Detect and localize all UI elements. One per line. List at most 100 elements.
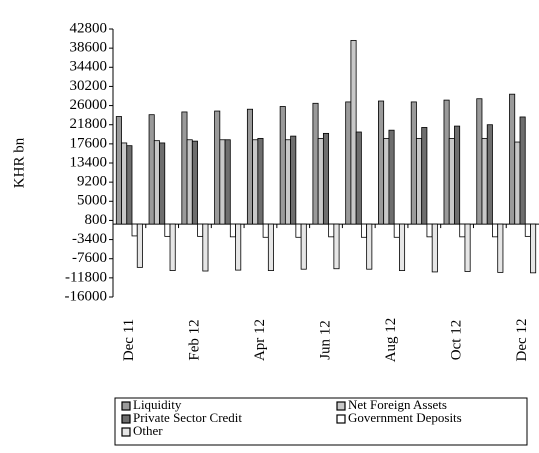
legend-label: Net Foreign Assets bbox=[348, 397, 447, 412]
y-tick-label: -7600 bbox=[72, 250, 107, 266]
bar bbox=[514, 141, 521, 225]
bar bbox=[148, 114, 155, 225]
bar bbox=[492, 223, 499, 238]
bar bbox=[164, 223, 171, 237]
bar bbox=[115, 116, 122, 225]
bar bbox=[476, 98, 483, 225]
bar bbox=[202, 223, 209, 272]
bar bbox=[328, 223, 335, 238]
bar bbox=[459, 223, 466, 238]
bar bbox=[399, 223, 406, 271]
bar bbox=[454, 125, 461, 225]
bar bbox=[416, 137, 423, 225]
bar bbox=[317, 137, 324, 225]
bar bbox=[530, 223, 537, 274]
bar bbox=[181, 111, 188, 225]
bar bbox=[224, 139, 231, 225]
bar bbox=[509, 93, 516, 225]
legend-label: Government Deposits bbox=[348, 410, 462, 425]
bar bbox=[197, 223, 204, 237]
bar bbox=[481, 137, 488, 225]
x-tick-label: Apr 12 bbox=[252, 319, 268, 361]
bar bbox=[383, 137, 390, 225]
bar bbox=[252, 139, 259, 225]
legend-label: Other bbox=[133, 423, 163, 438]
y-tick-label: 34400 bbox=[70, 59, 108, 75]
legend-swatch bbox=[121, 427, 131, 437]
bar bbox=[186, 139, 193, 225]
legend-box bbox=[114, 397, 528, 446]
legend-label: Liquidity bbox=[133, 397, 182, 412]
bar bbox=[350, 39, 357, 225]
x-tick-label: Aug 12 bbox=[383, 318, 399, 363]
x-tick-label: Oct 12 bbox=[449, 320, 465, 360]
x-tick-label: Feb 12 bbox=[186, 319, 202, 360]
bar bbox=[355, 131, 362, 225]
y-tick-label: -16000 bbox=[65, 288, 108, 304]
bar bbox=[257, 137, 264, 225]
bar bbox=[519, 116, 526, 225]
y-tick-label: 800 bbox=[85, 212, 108, 228]
bar bbox=[219, 139, 226, 225]
bar bbox=[214, 110, 221, 225]
legend-swatch bbox=[121, 414, 131, 424]
x-tick-label: Dec 11 bbox=[121, 319, 137, 361]
bar bbox=[262, 223, 269, 238]
bar bbox=[159, 142, 166, 225]
bar bbox=[312, 102, 319, 225]
bar bbox=[121, 142, 128, 225]
bar bbox=[524, 223, 531, 237]
bar bbox=[126, 145, 133, 225]
y-tick-label: 30200 bbox=[70, 78, 108, 94]
x-tick-label: Jun 12 bbox=[317, 320, 333, 360]
y-tick-label: -3400 bbox=[72, 231, 107, 247]
bar bbox=[366, 223, 373, 270]
y-tick-label: 42800 bbox=[70, 20, 108, 36]
bar bbox=[235, 223, 242, 271]
bar bbox=[169, 223, 176, 271]
bar bbox=[443, 99, 450, 225]
legend-label: Private Sector Credit bbox=[133, 410, 242, 425]
legend-swatch bbox=[336, 401, 346, 411]
bar bbox=[322, 132, 330, 225]
bar bbox=[378, 100, 385, 225]
bar bbox=[136, 223, 143, 268]
bar bbox=[295, 223, 302, 238]
bar bbox=[388, 129, 395, 225]
y-tick-label: 38600 bbox=[70, 40, 108, 56]
bar bbox=[345, 101, 352, 225]
bar bbox=[448, 137, 455, 225]
bar bbox=[267, 223, 274, 271]
bar bbox=[464, 223, 471, 272]
y-tick-label: 17600 bbox=[70, 135, 108, 151]
bar bbox=[421, 127, 428, 225]
y-tick-label: 5000 bbox=[77, 193, 107, 209]
bar bbox=[131, 223, 138, 237]
bar bbox=[486, 124, 493, 225]
y-tick-label: 13400 bbox=[70, 154, 108, 170]
bar bbox=[191, 140, 198, 225]
bar bbox=[360, 223, 368, 238]
y-tick-label: -11800 bbox=[65, 269, 107, 285]
legend-swatch bbox=[336, 414, 346, 424]
bar bbox=[229, 223, 236, 238]
bar bbox=[300, 223, 307, 270]
bar bbox=[333, 223, 340, 270]
bar bbox=[284, 139, 292, 225]
y-tick-label: 9200 bbox=[77, 174, 107, 190]
bar bbox=[497, 223, 504, 273]
y-tick-label: 26000 bbox=[70, 97, 108, 113]
bar bbox=[431, 223, 438, 273]
bar bbox=[426, 223, 433, 238]
bar bbox=[153, 140, 160, 225]
legend-swatch bbox=[121, 401, 131, 411]
bar bbox=[246, 108, 253, 225]
bar bbox=[410, 101, 417, 225]
bar bbox=[290, 135, 297, 225]
x-tick-label: Dec 12 bbox=[514, 319, 530, 362]
y-tick-label: 21800 bbox=[70, 116, 108, 132]
y-axis-label: KHR bn bbox=[11, 137, 27, 188]
bar bbox=[279, 106, 286, 225]
bar bbox=[393, 223, 400, 238]
